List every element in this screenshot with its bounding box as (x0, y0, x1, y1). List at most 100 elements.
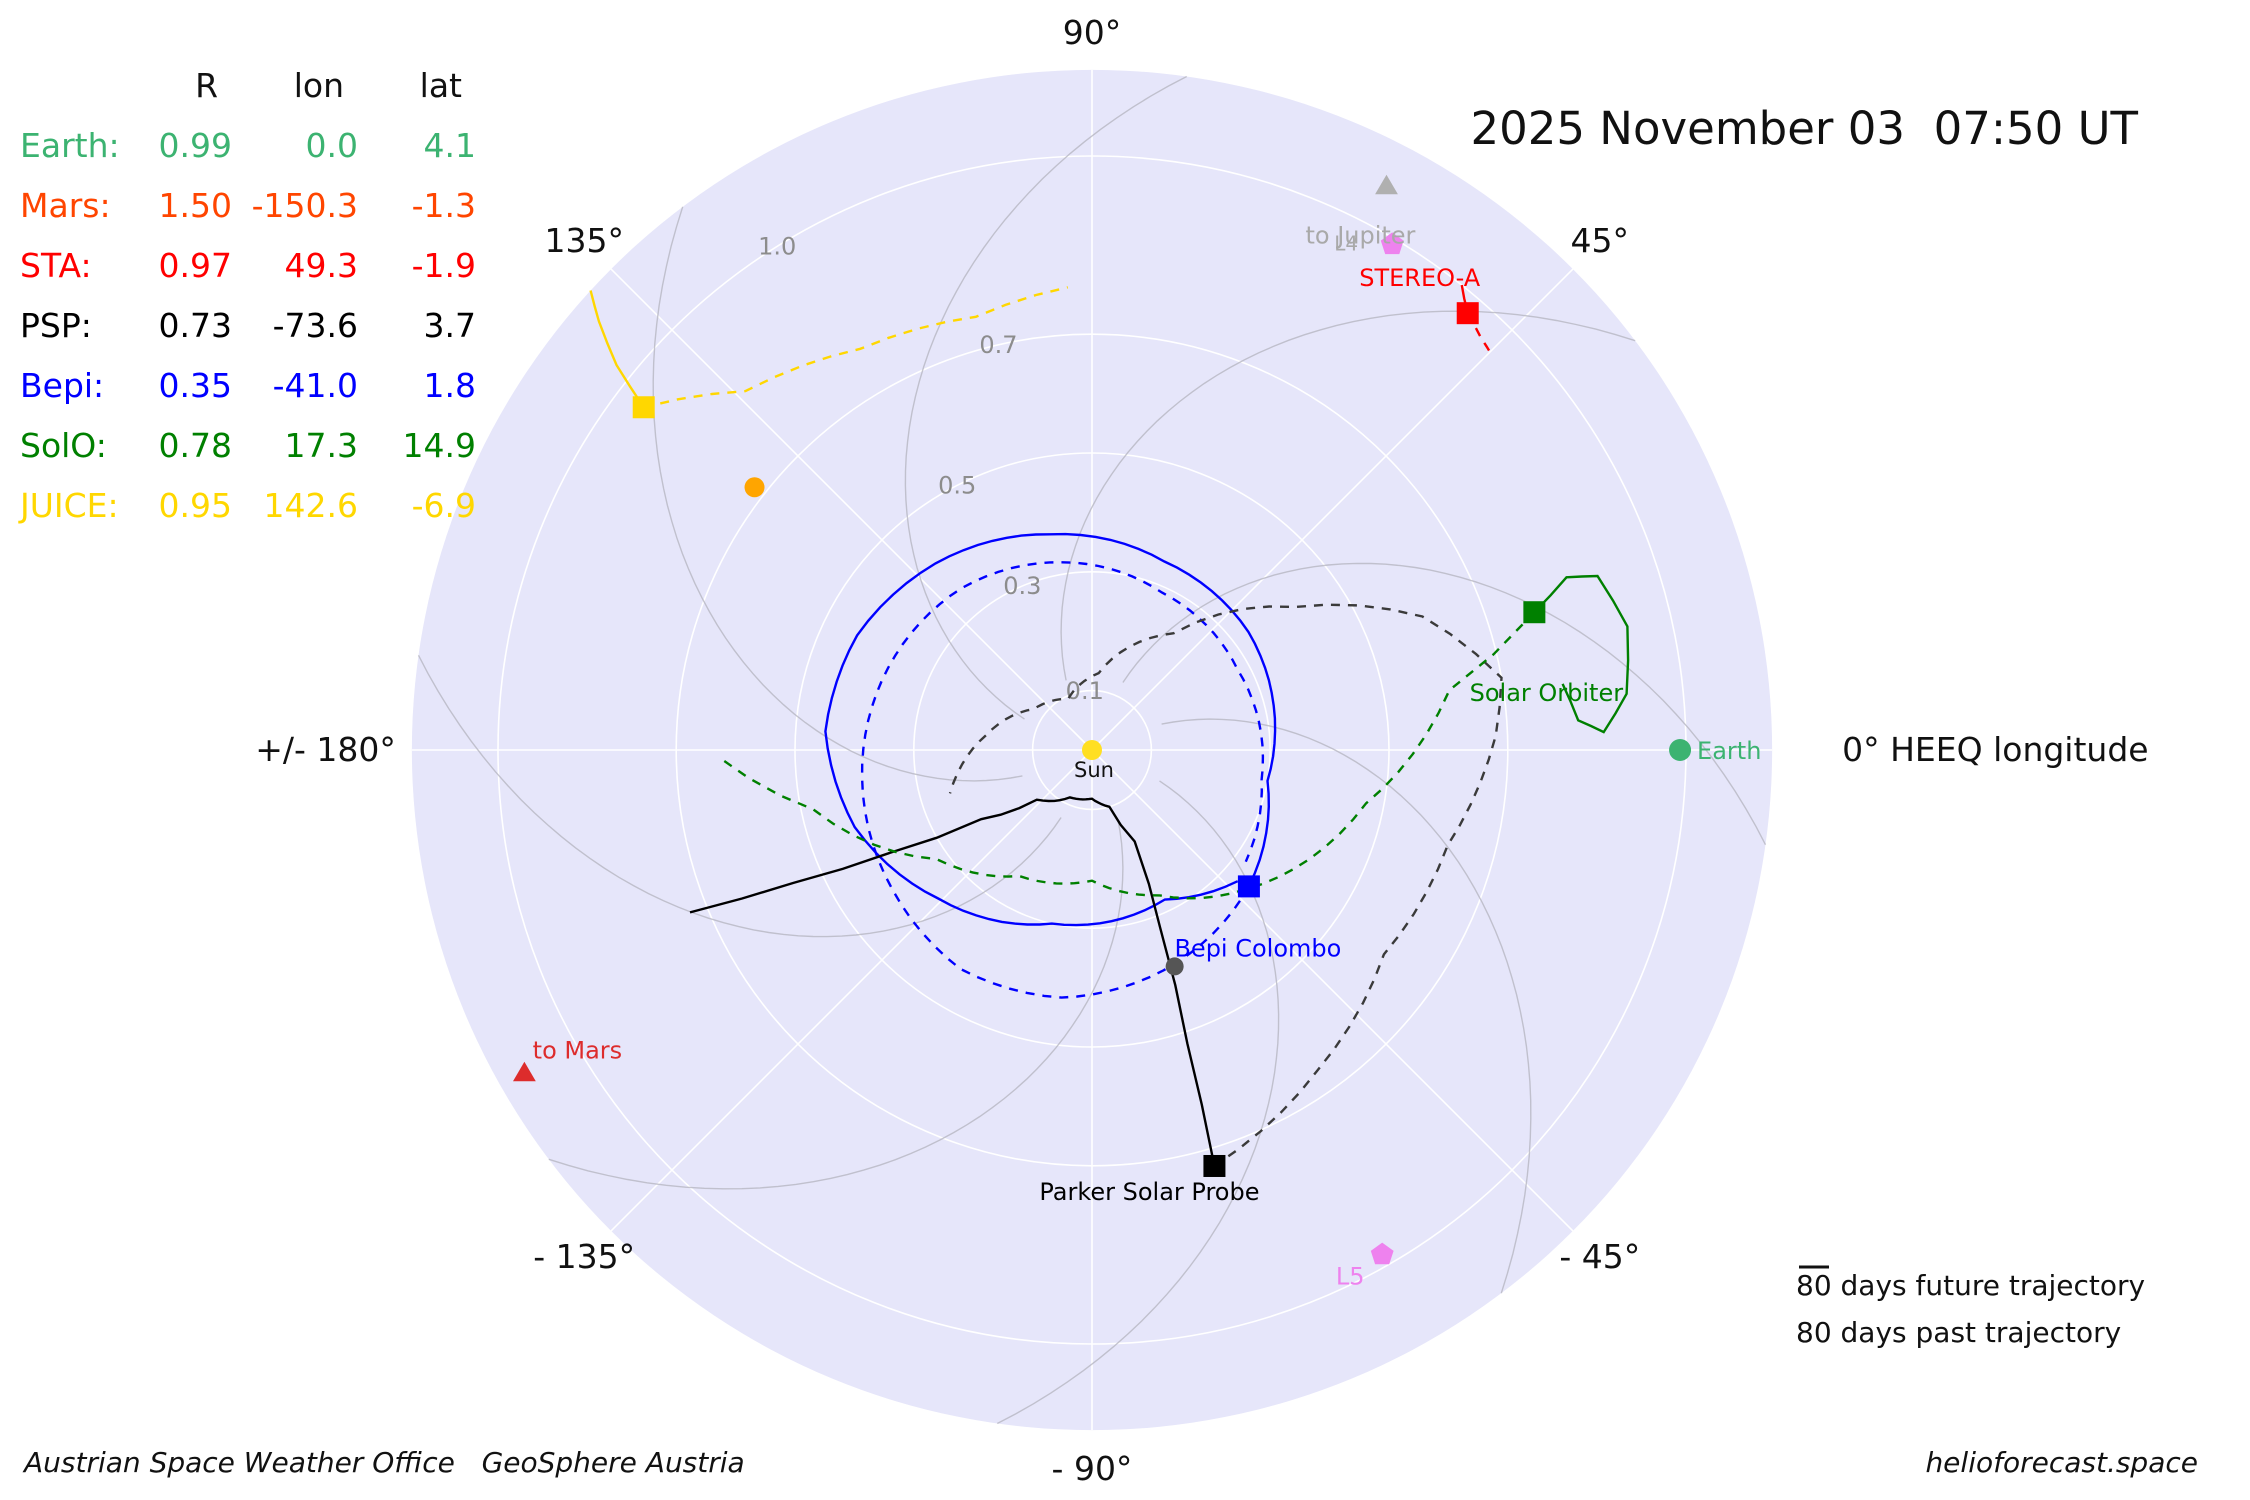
ephemeris-r-value: 0.35 (158, 366, 232, 405)
to-jupiter-marker (1375, 174, 1398, 195)
ephemeris-lon-value: 49.3 (284, 246, 358, 285)
ephemeris-body-label: STA: (20, 246, 92, 285)
sun-label: Sun (1074, 758, 1114, 782)
ephemeris-r-value: 0.73 (158, 306, 232, 345)
solar-orbiter-label: Solar Orbiter (1470, 679, 1624, 707)
grid-spoke (610, 749, 1093, 1232)
grid-spoke (1091, 268, 1574, 751)
grid-circle (675, 333, 1509, 1167)
ephemeris-r-value: 0.99 (158, 126, 232, 165)
ephemeris-lon-value: -73.6 (272, 306, 358, 345)
angle-tick-label: +/- 180° (255, 730, 396, 769)
grid-circle (794, 452, 1390, 1048)
credit-organisation: Austrian Space Weather Office GeoSphere … (24, 1446, 745, 1479)
l5-marker (1370, 1242, 1394, 1265)
juice-marker (632, 396, 655, 419)
legend-row-past: 80 days past trajectory (1796, 1265, 2145, 1356)
angle-tick-label: - 135° (533, 1237, 635, 1276)
ephemeris-lon-value: -150.3 (251, 186, 358, 225)
ephemeris-body-label: PSP: (20, 306, 92, 345)
ephemeris-r-value: 0.95 (158, 486, 232, 525)
stereo-a-label: STEREO-A (1359, 264, 1481, 292)
angle-tick-label: - 90° (1052, 1449, 1133, 1488)
ephemeris-r-value: 1.50 (158, 186, 232, 225)
parker-spiral-line (996, 780, 1280, 1425)
juice-past-trajectory (643, 286, 1069, 409)
grid-spoke (610, 268, 1093, 751)
radial-tick-label: 0.5 (938, 471, 976, 499)
angle-tick-label: 0° HEEQ longitude (1842, 730, 2148, 769)
legend-future-label: 80 days future trajectory (1796, 1269, 2146, 1302)
ephemeris-body-label: SolO: (20, 426, 107, 465)
bepi-past-trajectory (860, 561, 1265, 999)
earth-label: Earth (1697, 737, 1761, 765)
ephemeris-corner (20, 56, 150, 116)
col-header-lat: lat (419, 66, 462, 105)
angle-tick-label: 90° (1063, 13, 1122, 52)
parker-solar-probe-marker (1203, 1154, 1226, 1177)
l4-label: L4 (1334, 231, 1358, 255)
bepi-future-trajectory (824, 532, 1277, 927)
parker-spiral-line (1122, 562, 1767, 846)
to-jupiter-label: to Jupiter (1305, 222, 1415, 250)
parker-spiral-line (1161, 718, 1532, 1294)
col-header-r: R (195, 66, 218, 105)
datetime-title: 2025 November 03 07:50 UT (1470, 102, 2138, 155)
trajectory-legend: 80 days future trajectory 80 days past t… (1796, 1262, 2145, 1356)
ephemeris-lat-value: -6.9 (411, 486, 476, 525)
past-trajectory-dash-icon (1799, 1265, 1827, 1269)
stereo-a-marker (1456, 302, 1479, 325)
earth-marker (1669, 739, 1692, 761)
mercury-marker (1165, 957, 1184, 976)
angle-tick-label: 135° (544, 221, 624, 260)
ephemeris-lon-value: 142.6 (263, 486, 358, 525)
ephemeris-lat-value: 14.9 (402, 426, 476, 465)
ephemeris-table: R lon lat Earth: 0.99 0.0 4.1 Mars: 1.50 -150.… (20, 56, 476, 536)
parker-spiral-line (417, 654, 1062, 938)
ephemeris-body-label: JUICE: (20, 486, 119, 525)
solo-past-trajectory (717, 611, 1536, 900)
venus-marker (744, 477, 765, 498)
psp-future-trajectory (689, 796, 1216, 1167)
ephemeris-body-label: Mars: (20, 186, 111, 225)
radial-tick-label: 0.7 (979, 331, 1017, 359)
bepi-colombo-label: Bepi Colombo (1174, 934, 1341, 962)
solo-future-trajectory (1533, 574, 1630, 734)
solar-orbiter-marker (1523, 601, 1546, 624)
sun-marker (1082, 740, 1102, 760)
angle-tick-label: - 45° (1559, 1237, 1640, 1276)
psp-past-trajectory (948, 603, 1503, 1167)
legend-past-label: 80 days past trajectory (1796, 1316, 2122, 1349)
radial-tick-label: 0.3 (1003, 572, 1041, 600)
parker-spiral-line (904, 75, 1188, 720)
ephemeris-lon-value: 0.0 (305, 126, 358, 165)
ephemeris-r-value: 0.97 (158, 246, 232, 285)
ephemeris-r-value: 0.78 (158, 426, 232, 465)
bepi-colombo-marker (1237, 875, 1260, 898)
ephemeris-lat-value: 4.1 (423, 126, 476, 165)
angle-tick-label: 45° (1571, 221, 1630, 260)
ephemeris-lat-value: 3.7 (423, 306, 476, 345)
grid-circle (912, 570, 1271, 929)
to-mars-label: to Mars (533, 1037, 623, 1065)
to-mars-marker (513, 1061, 536, 1082)
ephemeris-body-label: Bepi: (20, 366, 105, 405)
ephemeris-body-label: Earth: (20, 126, 120, 165)
ephemeris-lon-value: -41.0 (272, 366, 358, 405)
l4-marker (1380, 232, 1404, 255)
radial-tick-label: 1.0 (758, 232, 796, 260)
ephemeris-lon-value: 17.3 (284, 426, 358, 465)
grid-spoke (1091, 749, 1574, 1232)
ephemeris-lat-value: 1.8 (423, 366, 476, 405)
parker-spiral-line (548, 819, 1124, 1190)
legend-row-future: 80 days future trajectory (1796, 1262, 2145, 1309)
ephemeris-lat-value: -1.3 (411, 186, 476, 225)
credit-website: helioforecast.space (1925, 1446, 2198, 1479)
grid-circle (1031, 689, 1153, 811)
ephemeris-lat-value: -1.9 (411, 246, 476, 285)
juice-future-trajectory (589, 290, 645, 408)
parker-solar-probe-label: Parker Solar Probe (1039, 1178, 1259, 1206)
parker-spiral-line (652, 206, 1023, 782)
col-header-lon: lon (293, 66, 344, 105)
